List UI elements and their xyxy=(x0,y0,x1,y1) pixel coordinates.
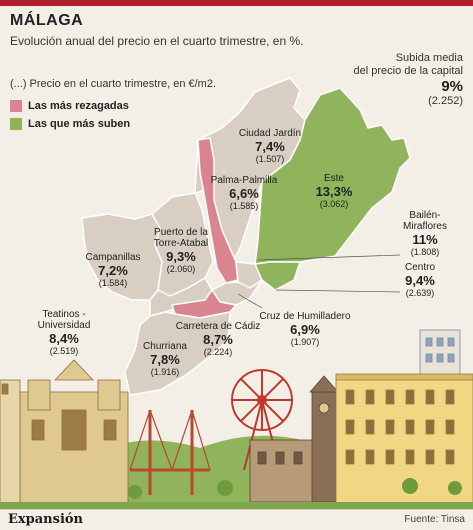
map-subtitle: Evolución anual del precio en el cuarto … xyxy=(10,34,304,48)
city-average-box: Subida media del precio de la capital 9%… xyxy=(354,52,463,108)
castle-wall-icon xyxy=(0,379,21,507)
district-centro xyxy=(254,261,301,291)
unit-note: (...) Precio en el cuarto trimestre, en … xyxy=(10,78,217,90)
district-price: (2.060) xyxy=(166,264,196,274)
district-name: Churriana xyxy=(143,341,187,352)
district-pct: 8,7% xyxy=(203,332,233,347)
district-pct: 6,6% xyxy=(229,186,259,201)
district-name: Centro xyxy=(404,262,435,273)
district-price: (1.584) xyxy=(98,278,128,288)
clock-tower-icon xyxy=(309,375,339,503)
city-skyline-illustration xyxy=(0,329,473,510)
district-name-1: Teatinos - xyxy=(42,309,86,320)
district-pct: 9,3% xyxy=(166,249,196,264)
legend-item-suben: Las que más suben xyxy=(10,115,130,133)
district-price: (1.507) xyxy=(255,154,285,164)
label-ciudad-jardin: Ciudad Jardín 7,4% (1.507) xyxy=(236,128,304,165)
city-average-value: 9% xyxy=(441,78,463,95)
label-churriana: Churriana 7,8% (1.916) xyxy=(132,341,198,378)
label-teatinos: Teatinos - Universidad 8,4% (2.519) xyxy=(28,309,100,357)
cathedral-icon xyxy=(19,359,129,508)
district-price: (3.062) xyxy=(319,199,349,209)
label-puerto-torre: Puerto de la Torre-Atabal 9,3% (2.060) xyxy=(144,227,218,275)
district-price: (1.808) xyxy=(410,247,440,257)
district-pct: 8,4% xyxy=(49,331,79,346)
leader-line-bailen xyxy=(257,254,401,261)
district-churriana xyxy=(124,311,231,396)
district-name-1: Puerto de la xyxy=(154,227,208,238)
label-campanillas: Campanillas 7,2% (1.584) xyxy=(80,252,146,289)
legend-swatch-rezagadas xyxy=(10,100,22,112)
leader-line-cruz xyxy=(237,293,263,309)
label-centro: Centro 9,4% (2.639) xyxy=(396,262,444,299)
legend-label-rezagadas: Las más rezagadas xyxy=(28,100,129,112)
brand-logo: Expansión xyxy=(8,512,84,527)
district-name-2: Universidad xyxy=(37,320,91,331)
city-average-label-2: del precio de la capital xyxy=(353,65,463,77)
label-este: Este 13,3% (3.062) xyxy=(306,173,362,210)
district-price: (2.224) xyxy=(203,347,233,357)
city-average-label-1: Subida media xyxy=(395,52,463,64)
district-name-2: Torre-Atabal xyxy=(153,238,209,249)
legend-swatch-suben xyxy=(10,118,22,130)
district-price: (1.585) xyxy=(229,201,259,211)
district-name: Palma-Palmilla xyxy=(210,175,278,186)
district-name: Campanillas xyxy=(85,252,141,263)
source-note: Fuente: Tinsa xyxy=(404,514,465,525)
leader-line-centro xyxy=(275,289,401,293)
footer: Expansión Fuente: Tinsa xyxy=(0,509,473,530)
district-pct: 13,3% xyxy=(315,184,353,199)
district-name-2: Miraflores xyxy=(403,221,447,232)
skyline-ground xyxy=(0,502,473,510)
district-pct: 7,4% xyxy=(255,139,285,154)
district-pct: 6,9% xyxy=(290,322,320,337)
low-building-icon xyxy=(249,439,313,503)
district-price: (2.639) xyxy=(405,288,435,298)
legend-item-rezagadas: Las más rezagadas xyxy=(10,97,130,115)
city-average-price: (2.252) xyxy=(428,95,463,107)
district-price: (2.519) xyxy=(49,346,79,356)
ferris-wheel-icon xyxy=(231,369,293,471)
district-name: Este xyxy=(323,173,344,184)
label-bailen-miraflores: Bailén- Miraflores 11% (1.808) xyxy=(392,210,458,258)
map-title: MÁLAGA xyxy=(10,12,84,29)
district-name: Cruz de Humilladero xyxy=(259,311,351,322)
district-pct: 7,2% xyxy=(98,263,128,278)
tree-icons xyxy=(128,478,462,499)
district-pct: 7,8% xyxy=(150,352,180,367)
legend: Las más rezagadas Las que más suben xyxy=(10,97,130,133)
district-pct: 11% xyxy=(412,232,438,247)
district-pct: 9,4% xyxy=(405,273,435,288)
label-cruz-humilladero: Cruz de Humilladero 6,9% (1.907) xyxy=(256,311,354,348)
label-palma-palmilla: Palma-Palmilla 6,6% (1.585) xyxy=(206,175,282,212)
district-name: Carretera de Cádiz xyxy=(175,321,261,332)
bridge-icon xyxy=(129,409,211,495)
district-este xyxy=(254,87,411,265)
label-carretera-cadiz: Carretera de Cádiz 8,7% (2.224) xyxy=(168,321,268,358)
modern-building-icon xyxy=(419,329,461,377)
legend-label-suben: Las que más suben xyxy=(28,118,131,130)
district-name: Ciudad Jardín xyxy=(238,128,302,139)
district-price: (1.916) xyxy=(150,367,180,377)
title-accent-bar xyxy=(0,0,473,6)
district-price: (1.907) xyxy=(290,337,320,347)
district-name-1: Bailén- xyxy=(409,210,441,221)
